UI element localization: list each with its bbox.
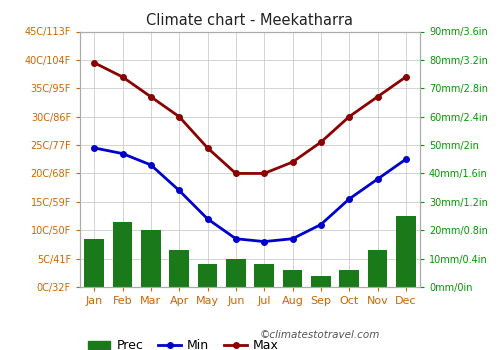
Bar (112, 222, 132, 287)
Bar (84, 239, 104, 287)
Bar (141, 230, 161, 287)
Bar (396, 216, 416, 287)
Bar (311, 276, 331, 287)
Bar (254, 264, 274, 287)
Bar (198, 264, 218, 287)
Bar (368, 250, 388, 287)
Legend: Prec, Min, Max: Prec, Min, Max (83, 334, 284, 350)
Title: Climate chart - Meekatharra: Climate chart - Meekatharra (146, 13, 354, 28)
Bar (226, 259, 246, 287)
Bar (169, 250, 189, 287)
Bar (339, 270, 359, 287)
Bar (282, 270, 302, 287)
Text: ©climatestotravel.com: ©climatestotravel.com (260, 329, 380, 340)
